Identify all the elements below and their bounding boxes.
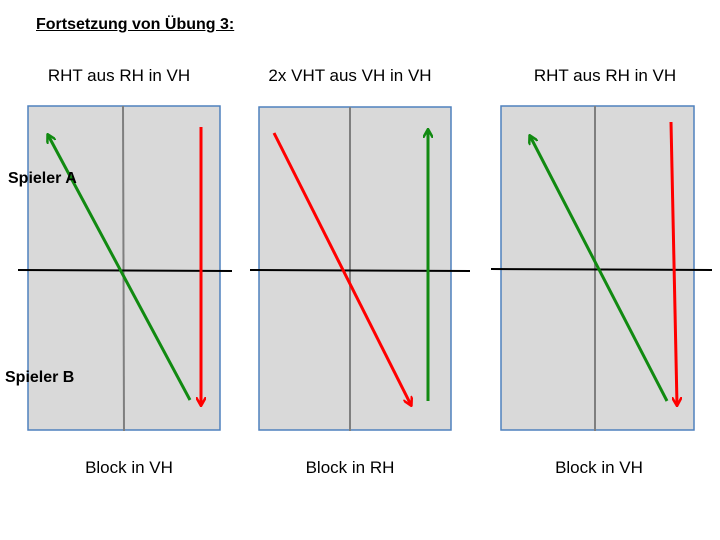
panel-1-green-arrow (48, 135, 192, 401)
panel-2 (249, 106, 471, 431)
panel-1-block-label: Block in VH (85, 458, 173, 477)
panel-1-net-line (17, 269, 233, 272)
panel-3-block-label: Block in VH (555, 458, 643, 477)
panel-2-net-line (249, 269, 471, 272)
page-heading: Fortsetzung von Übung 3: (36, 16, 235, 33)
panel-2-court (258, 106, 452, 431)
panel-2-title: 2x VHT aus VH in VH (268, 66, 432, 85)
panel-2-red-arrow (272, 132, 411, 405)
panel-1-title: RHT aus RH in VH (47, 66, 191, 85)
player-b-label: Spieler B (5, 369, 75, 386)
panel-3-green-arrow (530, 136, 669, 402)
panel-3-net-line (490, 268, 713, 271)
player-a-label: Spieler A (8, 170, 77, 187)
panel-3-title: RHT aus RH in VH (533, 66, 677, 85)
panel-3-red-arrow (669, 121, 677, 405)
panel-1 (17, 105, 233, 432)
panel-1-center-line (122, 105, 125, 432)
panel-2-block-label: Block in RH (305, 458, 395, 477)
panel-3 (490, 105, 713, 431)
